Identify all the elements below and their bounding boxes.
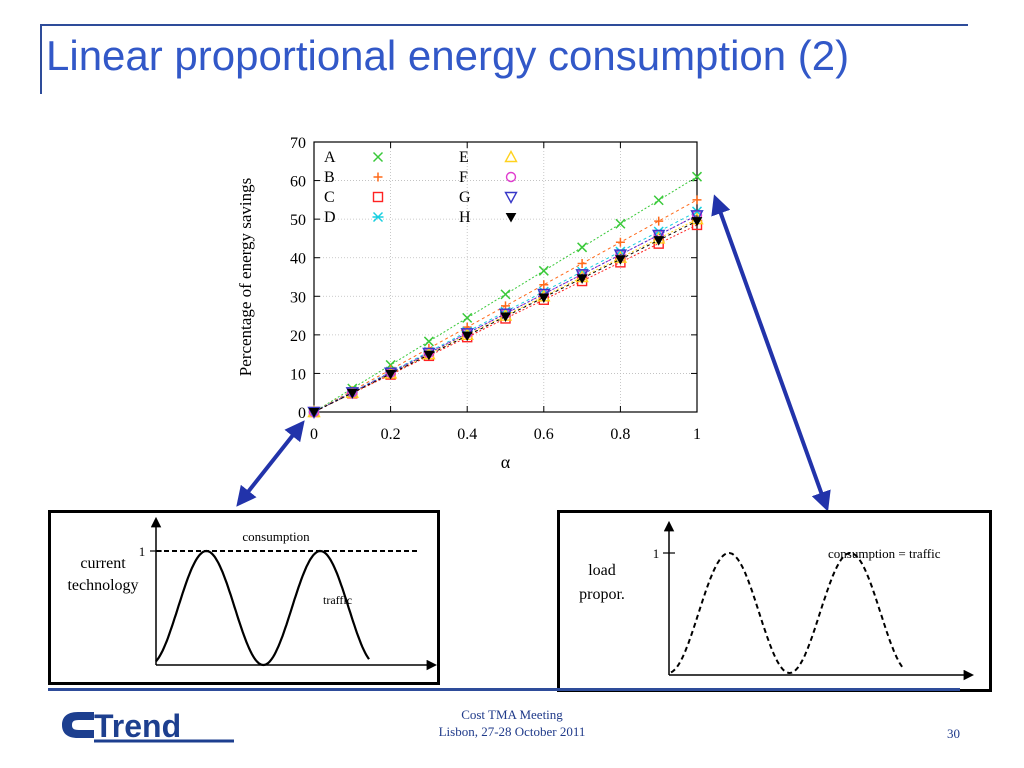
series-line-E xyxy=(313,218,698,413)
y-tick-label: 40 xyxy=(290,251,306,268)
data-point-H xyxy=(461,331,473,342)
trend-logo: Trend xyxy=(62,708,234,744)
data-point-A xyxy=(500,289,511,300)
meeting-name: Cost TMA Meeting xyxy=(461,707,563,722)
tick-one-label: 1 xyxy=(653,546,660,561)
data-point-G xyxy=(652,229,666,242)
legend-label-H: H xyxy=(459,209,471,226)
data-point-H xyxy=(691,217,703,227)
series-line-H xyxy=(313,220,698,413)
current-technology-box: 1 consumption traffic current technology xyxy=(48,510,440,685)
technology-label: technology xyxy=(67,577,138,594)
slide-title: Linear proportional energy consumption (… xyxy=(46,32,850,79)
data-point-A xyxy=(653,195,664,206)
title-frame xyxy=(40,24,968,94)
propor-label: propor. xyxy=(579,586,625,603)
load-proportional-diagram: 1 consumption = traffic load propor. xyxy=(579,520,975,681)
legend-marker-H xyxy=(505,213,517,223)
load-label: load xyxy=(588,562,616,579)
y-tick-label: 10 xyxy=(290,366,306,383)
legend-label-G: G xyxy=(459,189,471,206)
y-tick-label: 20 xyxy=(290,328,306,345)
logo-text: Trend xyxy=(94,708,181,744)
traffic-label: traffic xyxy=(323,593,352,607)
data-point-A xyxy=(462,312,473,323)
legend-marker-F xyxy=(505,171,517,183)
legend-label-C: C xyxy=(324,189,335,206)
x-tick-label: 0.8 xyxy=(610,426,630,443)
legend-marker-G xyxy=(504,191,518,204)
x-tick-label: 0.2 xyxy=(381,426,401,443)
legend-marker-C xyxy=(372,191,384,203)
data-point-H xyxy=(385,369,396,380)
legend-label-E: E xyxy=(459,149,469,166)
x-axis-label: α xyxy=(501,452,511,472)
data-point-B xyxy=(692,195,702,205)
data-point-H xyxy=(346,388,358,399)
y-tick-label: 30 xyxy=(290,289,306,306)
meeting-date: Lisbon, 27-28 October 2011 xyxy=(438,724,586,739)
page-number: 30 xyxy=(947,726,960,741)
legend-label-F: F xyxy=(459,169,468,186)
y-tick-label: 0 xyxy=(298,405,306,422)
data-point-H xyxy=(538,293,550,303)
data-point-B xyxy=(615,237,625,247)
legend-label-D: D xyxy=(324,209,336,226)
legend-marker-E xyxy=(504,150,518,163)
data-point-H xyxy=(576,274,588,284)
data-point-A xyxy=(577,242,588,253)
data-point-B xyxy=(539,280,549,290)
consumption-traffic-curve xyxy=(670,551,905,675)
legend-marker-D xyxy=(372,211,384,223)
legend-label-B: B xyxy=(324,169,335,186)
legend-label-A: A xyxy=(324,149,336,166)
data-point-A xyxy=(691,171,703,182)
data-point-B xyxy=(654,216,664,226)
y-tick-label: 50 xyxy=(290,212,306,229)
data-point-B xyxy=(577,259,587,268)
consumption-label: consumption xyxy=(242,529,310,544)
footer-meeting-info: Cost TMA Meeting Lisbon, 27-28 October 2… xyxy=(400,706,624,740)
y-tick-label: 60 xyxy=(290,174,306,191)
tick-one-label: 1 xyxy=(139,544,146,559)
data-point-H xyxy=(653,236,665,246)
x-tick-label: 0.4 xyxy=(457,426,477,443)
data-point-H xyxy=(615,255,626,265)
current-label: current xyxy=(80,555,126,572)
data-point-G xyxy=(613,249,628,262)
footer-divider xyxy=(48,688,960,691)
data-point-A xyxy=(423,336,434,347)
data-point-A xyxy=(538,265,549,276)
legend-marker-A xyxy=(372,151,384,163)
data-point-H xyxy=(423,350,435,361)
x-tick-label: 1 xyxy=(693,426,701,443)
data-point-G xyxy=(690,210,704,223)
data-point-H xyxy=(308,408,320,418)
arrow-to-current-technology xyxy=(236,420,305,507)
x-tick-label: 0 xyxy=(310,426,318,443)
legend-marker-B xyxy=(373,172,383,182)
x-tick-label: 0.6 xyxy=(534,426,554,443)
load-proportional-box: 1 consumption = traffic load propor. xyxy=(557,510,992,692)
data-point-H xyxy=(500,312,511,323)
traffic-curve xyxy=(155,549,370,667)
current-technology-diagram: 1 consumption traffic current technology xyxy=(67,516,437,671)
data-point-A xyxy=(615,218,626,229)
arrow-to-load-proportional xyxy=(711,194,831,512)
y-tick-label: 70 xyxy=(290,135,306,152)
plot-frame xyxy=(313,141,698,413)
y-axis-label: Percentage of energy savings xyxy=(236,178,255,376)
consumption-equals-traffic-label: consumption = traffic xyxy=(828,546,941,561)
